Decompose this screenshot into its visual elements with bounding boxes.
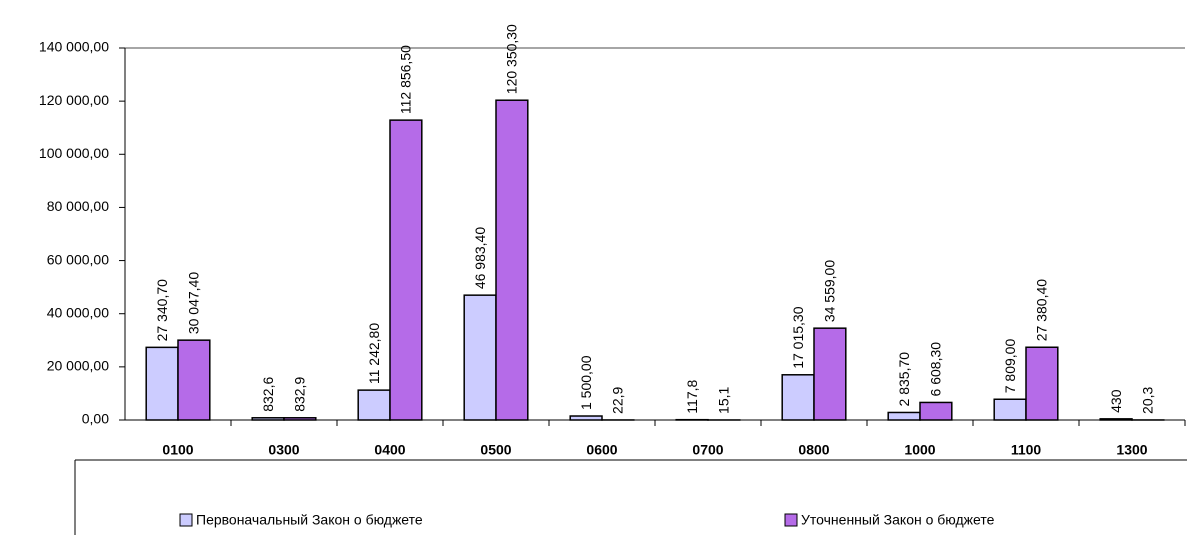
value-label: 15,1 bbox=[716, 386, 732, 413]
value-label: 430 bbox=[1108, 389, 1124, 413]
bar bbox=[463, 294, 497, 421]
bar bbox=[569, 415, 603, 421]
bar bbox=[251, 417, 285, 421]
y-tick-label: 100 000,00 bbox=[39, 145, 109, 161]
x-tick-label: 0100 bbox=[162, 442, 193, 458]
y-tick-label: 20 000,00 bbox=[47, 358, 109, 374]
y-tick-label: 0,00 bbox=[82, 411, 109, 427]
value-label: 2 835,70 bbox=[896, 352, 912, 407]
bar bbox=[993, 398, 1027, 421]
bar bbox=[887, 411, 921, 421]
value-label: 7 809,00 bbox=[1002, 339, 1018, 394]
x-tick-label: 0700 bbox=[692, 442, 723, 458]
value-label: 17 015,30 bbox=[790, 306, 806, 368]
x-tick-label: 1100 bbox=[1011, 442, 1042, 458]
y-tick-label: 120 000,00 bbox=[39, 92, 109, 108]
value-label: 112 856,50 bbox=[398, 45, 414, 114]
value-label: 27 380,40 bbox=[1034, 279, 1050, 341]
bar bbox=[813, 327, 847, 421]
bar bbox=[495, 99, 529, 421]
value-label: 117,8 bbox=[684, 379, 700, 413]
legend-swatch bbox=[784, 513, 798, 527]
x-tick-label: 0300 bbox=[268, 442, 299, 458]
value-label: 22,9 bbox=[610, 386, 626, 413]
y-tick-label: 140 000,00 bbox=[39, 39, 109, 55]
bar bbox=[389, 119, 423, 421]
legend-label: Уточненный Закон о бюджете bbox=[801, 512, 995, 528]
legend-swatch bbox=[179, 513, 193, 527]
x-tick-label: 0800 bbox=[798, 442, 829, 458]
value-label: 20,3 bbox=[1140, 386, 1156, 413]
bar bbox=[781, 374, 815, 421]
x-tick-label: 1000 bbox=[904, 442, 935, 458]
value-label: 30 047,40 bbox=[186, 272, 202, 334]
value-label: 27 340,70 bbox=[154, 279, 170, 341]
value-label: 120 350,30 bbox=[504, 24, 520, 94]
x-tick-label: 0400 bbox=[374, 442, 405, 458]
y-tick-label: 60 000,00 bbox=[47, 251, 109, 267]
value-label: 34 559,00 bbox=[822, 260, 838, 322]
value-label: 1 500,00 bbox=[578, 355, 594, 410]
bar bbox=[177, 339, 211, 421]
value-label: 832,6 bbox=[260, 377, 276, 412]
bar bbox=[283, 417, 317, 421]
x-tick-label: 0500 bbox=[480, 442, 511, 458]
bar bbox=[145, 346, 179, 421]
x-tick-label: 1300 bbox=[1116, 442, 1147, 458]
value-label: 6 608,30 bbox=[928, 342, 944, 397]
value-label: 832,9 bbox=[292, 377, 308, 412]
bar bbox=[1099, 418, 1133, 421]
bar bbox=[919, 401, 953, 421]
y-tick-label: 80 000,00 bbox=[47, 198, 109, 214]
x-tick-label: 0600 bbox=[586, 442, 617, 458]
y-tick-label: 40 000,00 bbox=[47, 304, 109, 320]
value-label: 46 983,40 bbox=[472, 227, 488, 289]
legend-label: Первоначальный Закон о бюджете bbox=[196, 512, 423, 528]
bar bbox=[357, 389, 391, 421]
bar bbox=[1025, 346, 1059, 421]
value-label: 11 242,80 bbox=[366, 323, 382, 384]
